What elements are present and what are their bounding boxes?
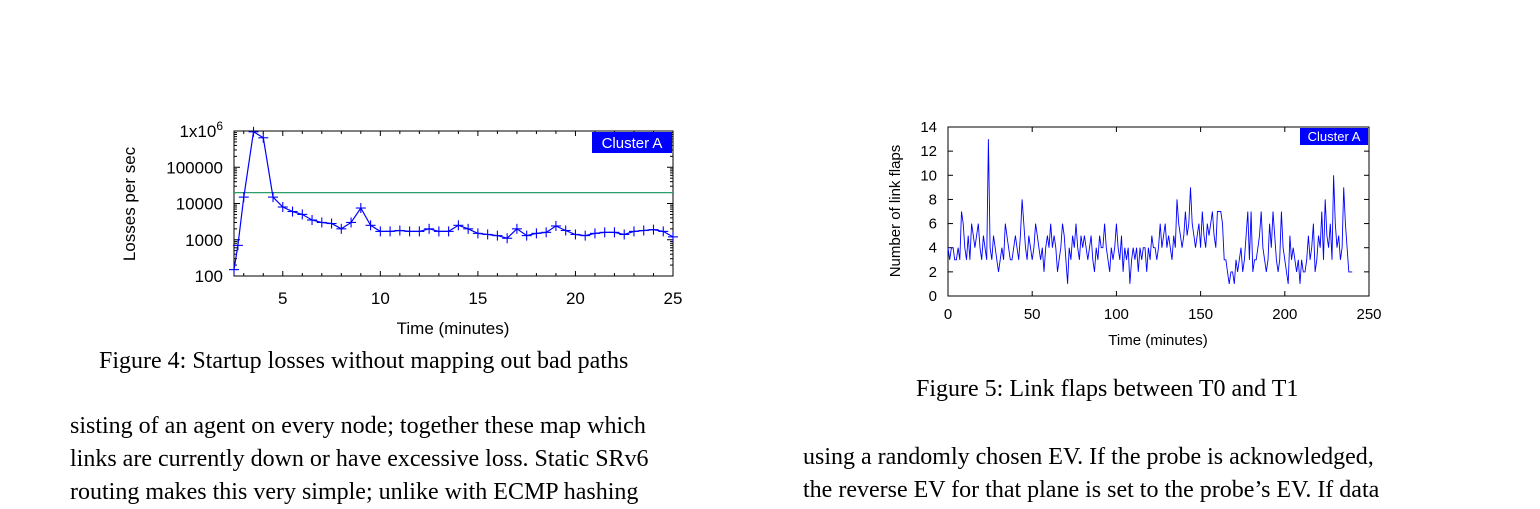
y-tick-label: 8: [929, 191, 937, 208]
body-line: links are currently down or have excessi…: [70, 446, 649, 472]
y-tick-label: 12: [920, 143, 937, 160]
data-point-marker: [550, 220, 561, 231]
legend-box: [1300, 128, 1368, 145]
data-point-marker: [511, 223, 522, 234]
data-point-marker: [570, 229, 581, 240]
data-point-marker: [248, 126, 259, 137]
plot-frame: [947, 126, 1370, 297]
y-tick-label: 6: [929, 216, 937, 233]
data-point-marker: [599, 227, 610, 238]
x-axis-label: Time (minutes): [1108, 332, 1207, 349]
data-point-marker: [414, 226, 425, 237]
figure-5-chart: 0 50 100 150 200 250 0 2 4 6 8 10 12 14 Time (minutes)…: [887, 119, 1382, 349]
y-tick-label: 1000: [185, 231, 223, 250]
data-point-marker: [277, 202, 288, 213]
legend-label: Cluster A: [1308, 129, 1361, 144]
x-tick-label: 20: [566, 289, 585, 308]
data-point-marker: [580, 230, 591, 241]
data-point-marker: [307, 215, 318, 226]
data-point-marker: [375, 226, 386, 237]
y-tick-label: 1x106: [179, 119, 223, 141]
data-point-marker: [628, 226, 639, 237]
legend-box: [592, 132, 672, 153]
data-point-marker: [541, 227, 552, 238]
body-line: routing makes this very simple; unlike w…: [70, 479, 639, 505]
x-tick-label: 150: [1188, 306, 1213, 323]
data-point-marker: [268, 192, 279, 203]
data-point-marker: [619, 229, 630, 240]
data-point-marker: [238, 192, 249, 203]
x-tick-label: 0: [944, 306, 952, 323]
y-tick-label: 10000: [176, 195, 223, 214]
data-point-marker: [229, 264, 239, 275]
data-point-marker: [232, 240, 243, 251]
data-point-marker: [355, 203, 366, 214]
data-point-marker: [346, 217, 357, 228]
data-point-marker: [385, 226, 396, 237]
data-point-marker: [326, 218, 337, 229]
y-tick-label: 100000: [166, 158, 223, 177]
data-point-marker: [638, 225, 649, 236]
y-axis-label: Losses per sec: [120, 146, 139, 261]
figure-5-caption: Figure 5: Link flaps between T0 and T1: [916, 376, 1299, 402]
body-line: sisting of an agent on every node; toget…: [70, 413, 646, 439]
y-tick-label: 100: [195, 267, 223, 286]
legend-label: Cluster A: [602, 135, 663, 152]
data-point-marker: [297, 209, 308, 220]
data-point-marker: [258, 132, 269, 143]
data-point-marker: [365, 220, 376, 231]
data-point-marker: [394, 225, 405, 236]
data-point-marker: [531, 228, 542, 239]
y-tick-label: 4: [929, 240, 937, 257]
x-tick-label: 100: [1104, 306, 1129, 323]
data-point-marker: [453, 220, 464, 231]
data-point-marker: [404, 226, 415, 237]
y-tick-label: 14: [920, 119, 937, 136]
x-tick-label: 10: [371, 289, 390, 308]
data-point-marker: [336, 223, 347, 234]
x-tick-label: 200: [1272, 306, 1297, 323]
data-point-marker: [658, 226, 669, 237]
data-point-marker: [443, 226, 454, 237]
data-point-marker: [589, 228, 600, 239]
x-tick-label: 5: [278, 289, 287, 308]
data-point-marker: [609, 227, 620, 238]
data-point-marker: [472, 228, 483, 239]
data-point-marker: [492, 230, 503, 241]
series-line: [947, 139, 1353, 284]
body-line: using a randomly chosen EV. If the probe…: [803, 444, 1374, 470]
data-point-marker: [648, 224, 659, 235]
data-point-marker: [424, 223, 435, 234]
body-text-left-column: sisting of an agent on every node; toget…: [70, 410, 649, 509]
body-text-right-column: using a randomly chosen EV. If the probe…: [803, 441, 1379, 507]
data-point-marker: [560, 225, 571, 236]
y-tick-label: 0: [929, 288, 937, 305]
figure-4-caption: Figure 4: Startup losses without mapping…: [99, 348, 629, 374]
data-point-marker: [502, 233, 513, 244]
y-tick-label: 2: [929, 264, 937, 281]
data-point-marker: [668, 231, 678, 242]
data-point-marker: [521, 230, 532, 241]
data-point-marker: [433, 226, 444, 237]
x-tick-label: 15: [468, 289, 487, 308]
data-point-marker: [316, 217, 327, 228]
body-line: the reverse EV for that plane is set to …: [803, 477, 1380, 503]
x-tick-label: 25: [664, 289, 683, 308]
figure-4-chart: 5 10 15 20 25 100 1000 10000 100000 1x106 Time (mi…: [120, 119, 683, 338]
data-point-marker: [463, 223, 474, 234]
data-point-marker: [482, 229, 493, 240]
x-tick-label: 50: [1024, 306, 1041, 323]
data-point-marker: [287, 206, 298, 217]
x-axis-label: Time (minutes): [397, 319, 510, 338]
x-tick-label: 250: [1356, 306, 1381, 323]
y-axis-label: Number of link flaps: [887, 145, 904, 278]
y-tick-label: 10: [920, 167, 937, 184]
